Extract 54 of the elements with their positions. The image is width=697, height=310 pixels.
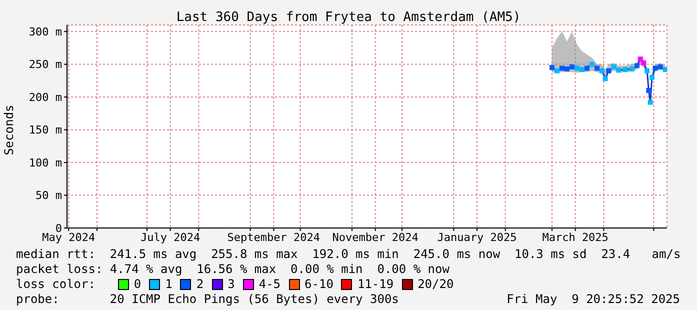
legend-label: 20/20	[418, 277, 454, 292]
point	[590, 62, 594, 67]
legend-label: 1	[165, 277, 172, 292]
point	[560, 66, 564, 71]
y-tick-label: 0	[55, 222, 62, 235]
point	[644, 68, 650, 74]
point	[606, 68, 612, 74]
point	[646, 88, 652, 93]
y-tick-label: 200 m	[28, 90, 62, 104]
text: packet loss: 4.74 % avg 16.56 % max 0.00 % min 0.00 % now	[16, 262, 450, 277]
x-tick-label: November 2024	[332, 230, 419, 244]
y-axis-title: Seconds	[2, 104, 16, 158]
legend-label: 4-5	[258, 277, 281, 292]
x-tick-label: July 2024	[140, 230, 201, 244]
point	[611, 64, 616, 70]
y-tick-label: 300 m	[28, 25, 62, 38]
point	[584, 66, 590, 71]
point	[634, 63, 640, 68]
point	[648, 100, 653, 105]
chart-title: Last 360 Days from Frytea to Amsterdam (AM5)	[175, 10, 522, 25]
x-tick-label: January 2025	[437, 230, 517, 244]
legend-label: 11-19	[357, 277, 394, 292]
point	[650, 74, 654, 80]
point	[638, 56, 643, 62]
point	[564, 66, 570, 72]
point	[574, 66, 580, 71]
legend-title: loss color:	[16, 277, 96, 292]
legend-label: 3	[228, 277, 235, 292]
point	[652, 66, 658, 71]
legend-label: 6-10	[304, 277, 334, 292]
point	[622, 67, 628, 72]
point	[602, 76, 608, 82]
x-tick-label: March 2025	[542, 230, 608, 244]
text: median rtt: 241.5 ms avg 255.8 ms max 192.0 ms min 245.0 ms now 10.3 ms sd 23.4 am/s	[16, 247, 681, 262]
point	[570, 64, 574, 70]
point	[580, 67, 584, 72]
point	[550, 65, 554, 70]
y-tick-label: 50 m	[36, 189, 62, 202]
point	[616, 68, 622, 73]
x-tick-label: September 2024	[227, 230, 320, 244]
text: probe: 20 ICMP Echo Pings (56 Bytes) every 300s	[16, 292, 399, 307]
text: Fri May 9 20:25:52 2025	[506, 292, 680, 307]
legend-label: 0	[134, 277, 142, 292]
point	[658, 64, 663, 70]
legend-label: 2	[196, 277, 204, 292]
y-tick-label: 100 m	[28, 156, 62, 170]
y-tick-label: 150 m	[28, 124, 62, 137]
point	[641, 60, 646, 66]
point	[554, 68, 560, 74]
y-tick-label: 250 m	[28, 58, 62, 72]
point	[600, 68, 604, 74]
point	[594, 66, 600, 71]
point	[630, 66, 634, 72]
point	[662, 67, 667, 72]
